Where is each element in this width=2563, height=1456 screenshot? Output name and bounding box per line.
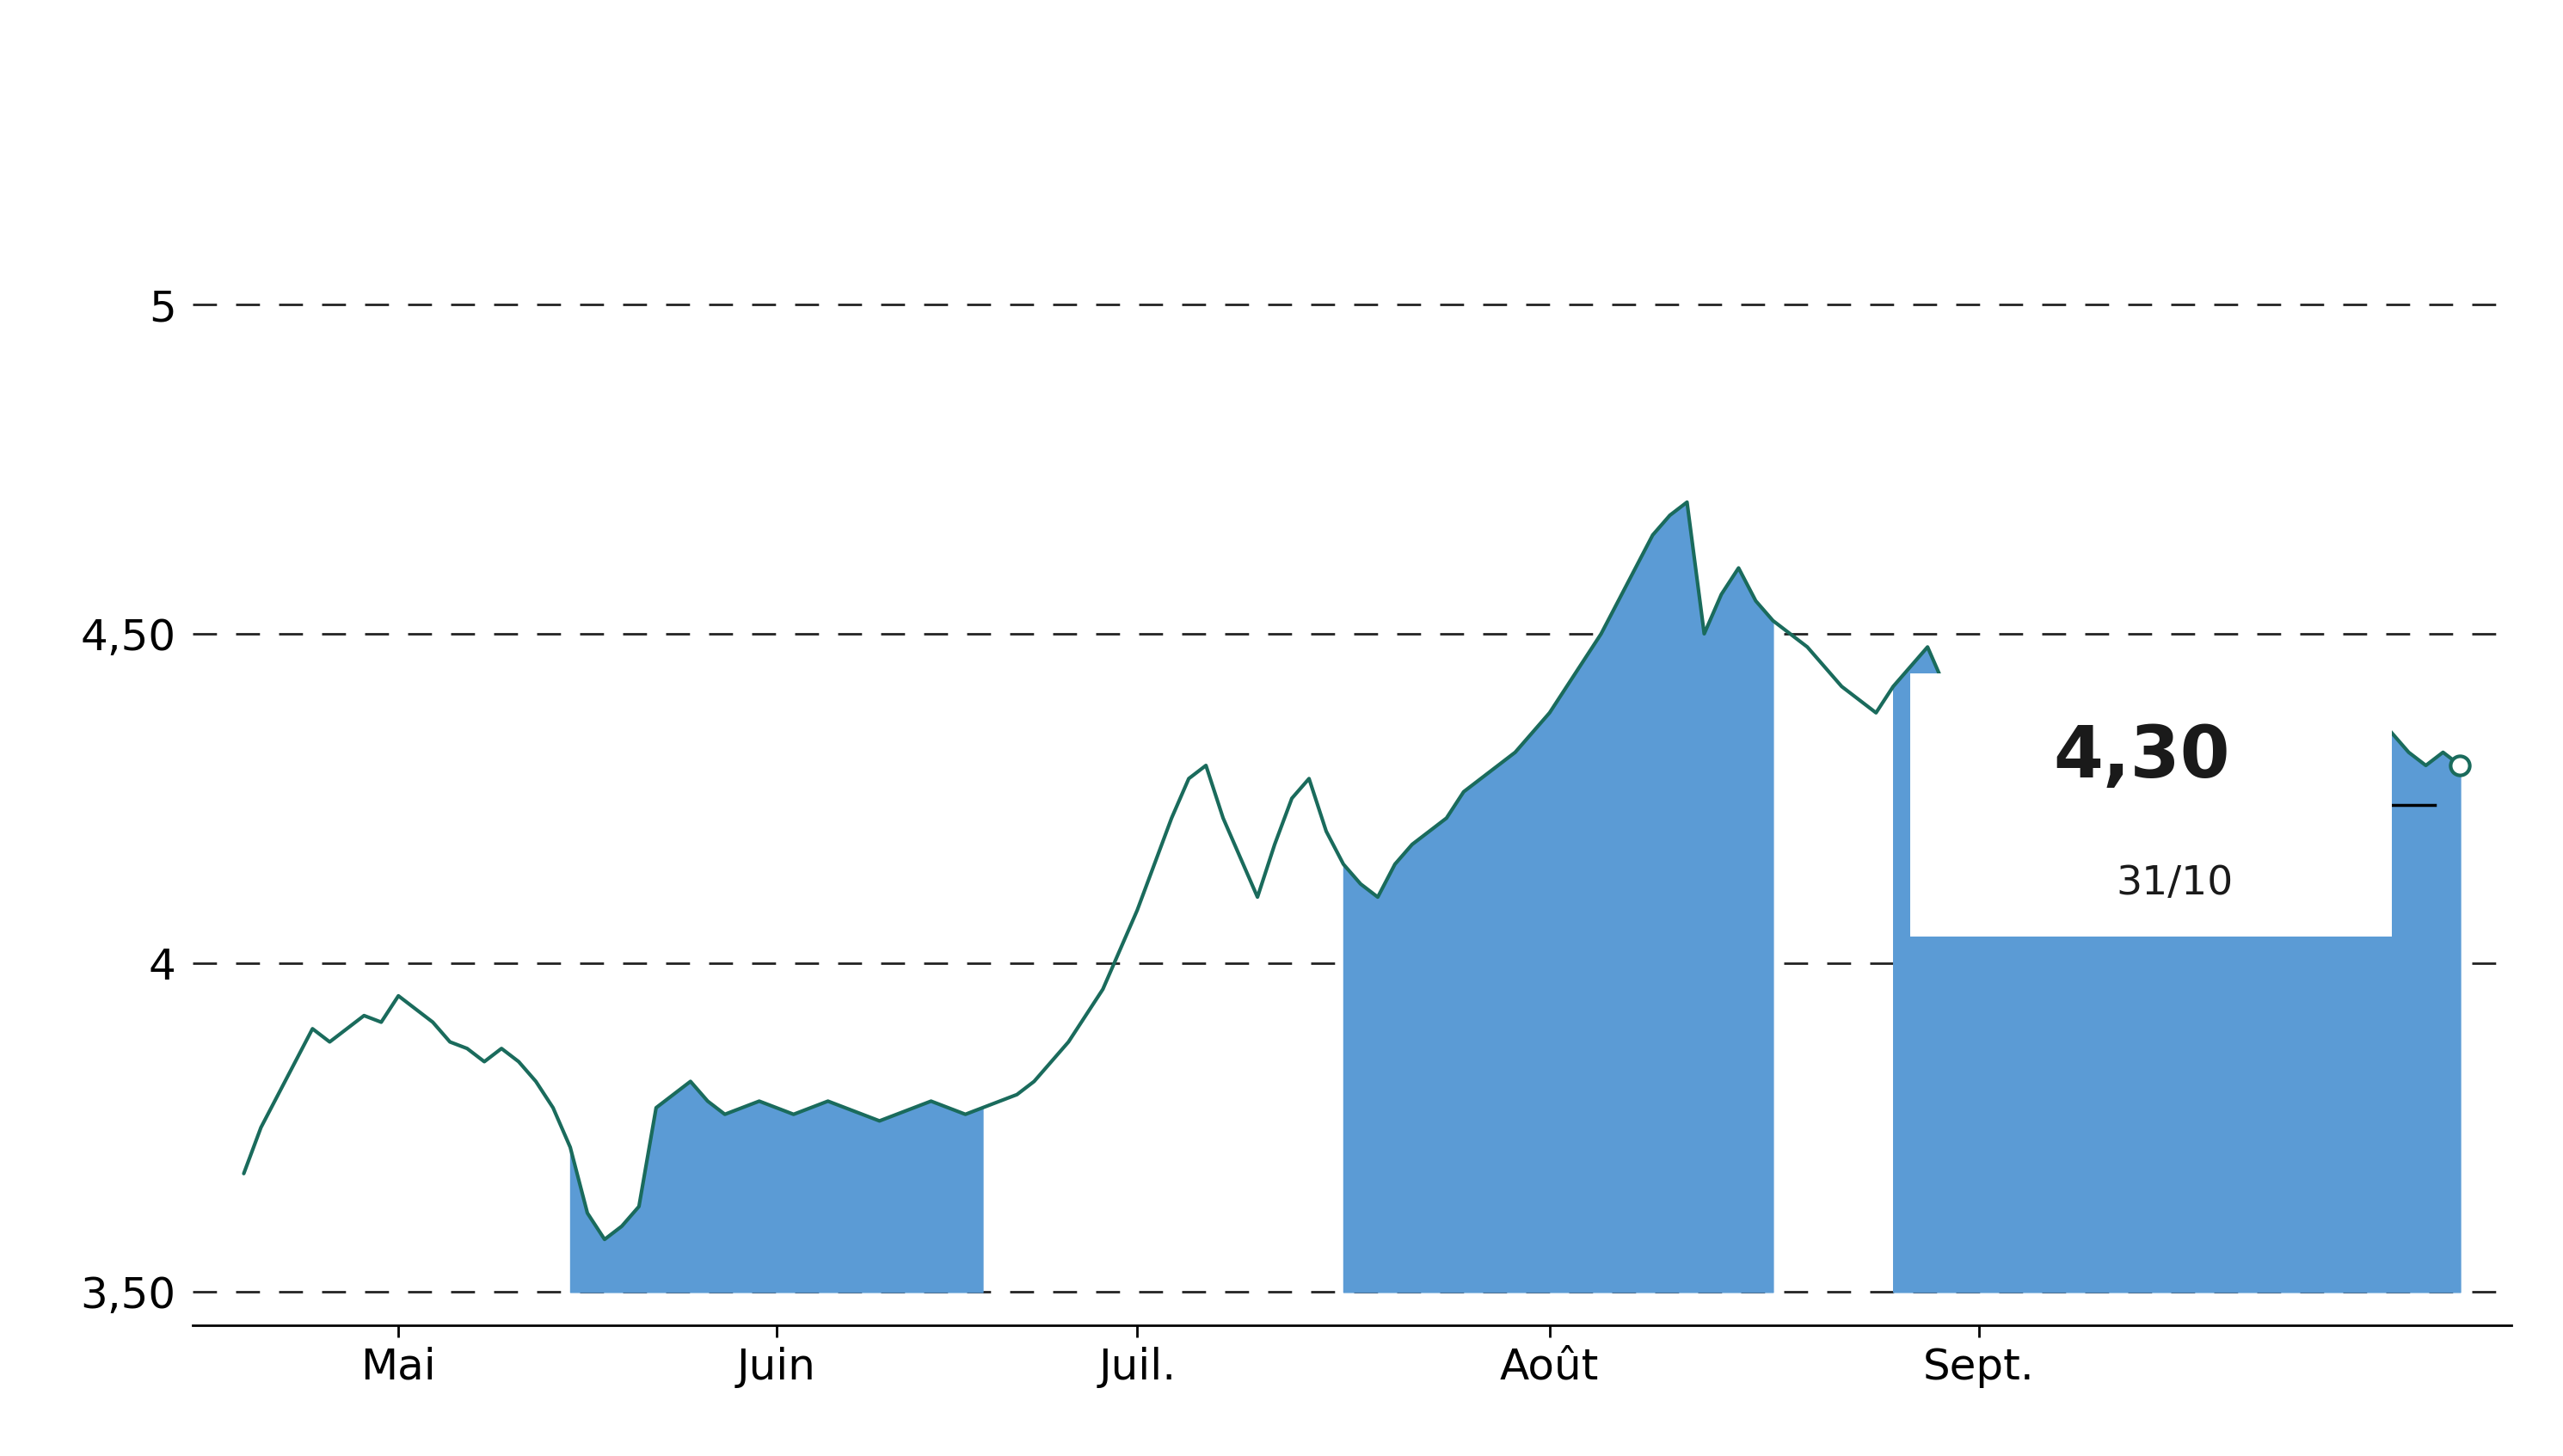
Bar: [1909, 673, 2391, 936]
Text: 31/10: 31/10: [2117, 865, 2232, 903]
Text: abrdn Global Premier Properties Fund: abrdn Global Premier Properties Fund: [259, 52, 2304, 144]
Text: 4,30: 4,30: [2053, 722, 2230, 792]
